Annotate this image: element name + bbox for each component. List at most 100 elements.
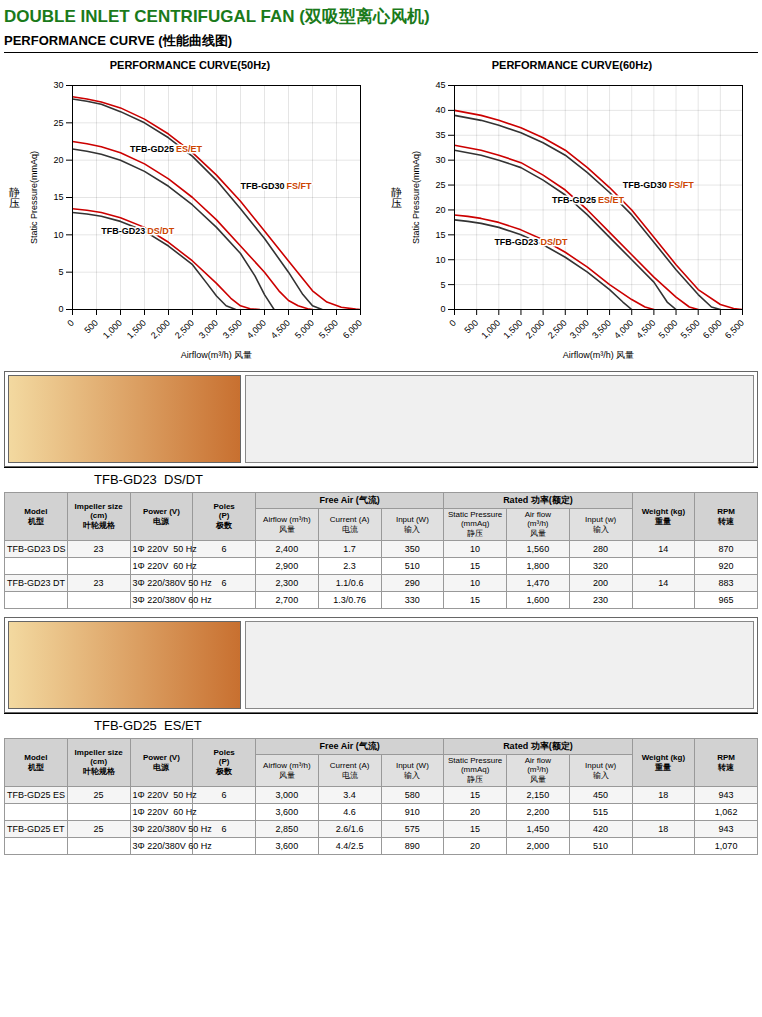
svg-text:FS/FT: FS/FT [287, 181, 312, 191]
svg-text:DS/DT: DS/DT [540, 237, 568, 247]
svg-text:0: 0 [440, 304, 445, 314]
svg-text:TFB-GD23: TFB-GD23 [494, 237, 538, 247]
html-text:Poles (P) 极数: Poles (P) 极数 [213, 748, 235, 776]
svg-text:ES/ET: ES/ET [176, 144, 203, 154]
svg-text:2,500: 2,500 [173, 318, 196, 341]
html-text:Input (W) 输入: Input (W) 输入 [395, 760, 429, 780]
svg-text:1,500: 1,500 [125, 318, 148, 341]
html-text:RPM 转速: RPM 转速 [717, 506, 735, 526]
html-text:Model 机型: Model 机型 [24, 506, 48, 526]
svg-text:1,500: 1,500 [501, 318, 524, 341]
svg-text:DS/DT: DS/DT [147, 226, 175, 236]
html-text:Power (V) 电源: Power (V) 电源 [142, 752, 180, 772]
svg-text:6,000: 6,000 [341, 318, 364, 341]
svg-text:TFB-GD23: TFB-GD23 [101, 226, 145, 236]
html-text:Air flow (m³/h) 风量: Air flow (m³/h) 风量 [524, 756, 551, 784]
html-text:Free Air (气流): Free Air (气流) [319, 495, 380, 505]
html-text:Current (A) 电流: Current (A) 电流 [329, 514, 370, 534]
svg-text:5,000: 5,000 [293, 318, 316, 341]
svg-text:4,000: 4,000 [245, 318, 268, 341]
svg-text:3,000: 3,000 [568, 318, 591, 341]
svg-text:500: 500 [462, 318, 480, 336]
html-text:350: 350 [404, 544, 420, 554]
svg-text:0: 0 [447, 318, 458, 329]
html-text:Airflow (m³/h) 风量: Airflow (m³/h) 风量 [263, 514, 311, 534]
svg-text:TFB-GD30: TFB-GD30 [623, 180, 667, 190]
svg-text:2,000: 2,000 [524, 318, 547, 341]
svg-text:20: 20 [435, 205, 445, 215]
html-text:Poles (P) 极数: Poles (P) 极数 [213, 502, 235, 530]
svg-text:500: 500 [82, 318, 100, 336]
svg-text:10: 10 [435, 255, 445, 265]
html-text:DOUBLE INLET CENTRIFUGAL FAN (: DOUBLE INLET CENTRIFUGAL FAN (双吸型离心风机) [4, 7, 430, 26]
svg-text:1,000: 1,000 [479, 318, 502, 341]
html-text:TFB-GD23 DS: TFB-GD23 DS [7, 544, 66, 554]
svg-text:4,500: 4,500 [269, 318, 292, 341]
svg-text:5,500: 5,500 [317, 318, 340, 341]
svg-text:5,000: 5,000 [656, 318, 679, 341]
svg-text:TFB-GD25: TFB-GD25 [552, 195, 596, 205]
html-text:Impeller size (cm) 叶轮规格: Impeller size (cm) 叶轮规格 [74, 502, 123, 530]
svg-text:Static Pressure(mmAq): Static Pressure(mmAq) [411, 151, 421, 244]
svg-text:TFB-GD25: TFB-GD25 [130, 144, 174, 154]
svg-text:0: 0 [58, 304, 63, 314]
svg-text:静压: 静压 [391, 186, 402, 209]
svg-text:5: 5 [440, 279, 445, 289]
svg-text:45: 45 [435, 80, 445, 90]
html-text:Input (W) 输入: Input (W) 输入 [395, 514, 429, 534]
html-text:Impeller size (cm) 叶轮规格: Impeller size (cm) 叶轮规格 [74, 748, 123, 776]
svg-text:Airflow(m³/h) 风量: Airflow(m³/h) 风量 [181, 350, 253, 360]
html-text:PERFORMANCE CURVE(50Hz): PERFORMANCE CURVE(50Hz) [109, 59, 271, 71]
svg-text:Static Pressure(mmAq): Static Pressure(mmAq) [29, 151, 39, 244]
svg-text:6,500: 6,500 [723, 318, 746, 341]
svg-text:TFB-GD30: TFB-GD30 [241, 181, 285, 191]
svg-text:3,500: 3,500 [590, 318, 613, 341]
svg-text:25: 25 [53, 118, 63, 128]
html-text:Model 机型: Model 机型 [24, 752, 48, 772]
svg-text:1,000: 1,000 [101, 318, 124, 341]
html-text:1Φ 220V 50 Hz: 1Φ 220V 50 Hz [132, 544, 197, 554]
html-text:23: 23 [93, 544, 104, 554]
svg-text:25: 25 [435, 180, 445, 190]
svg-text:4,500: 4,500 [634, 318, 657, 341]
html-text:TFB-GD23 DS/DT: TFB-GD23 DS/DT [94, 472, 204, 487]
html-text:Power (V) 电源: Power (V) 电源 [142, 506, 180, 526]
svg-text:35: 35 [435, 130, 445, 140]
svg-text:5,500: 5,500 [679, 318, 702, 341]
html-text:Weight (kg) 重量: Weight (kg) 重量 [641, 506, 686, 526]
html-text:Static Pressure (mmAq) 静压: Static Pressure (mmAq) 静压 [448, 510, 503, 538]
svg-text:15: 15 [435, 230, 445, 240]
html-text:Air flow (m³/h) 风量: Air flow (m³/h) 风量 [524, 510, 551, 538]
svg-text:20: 20 [53, 155, 63, 165]
svg-text:5: 5 [58, 267, 63, 277]
svg-text:静压: 静压 [9, 186, 20, 209]
html-text:1.7: 1.7 [343, 544, 356, 554]
html-text:PERFORMANCE CURVE (性能曲线图): PERFORMANCE CURVE (性能曲线图) [4, 33, 232, 48]
svg-text:2,000: 2,000 [149, 318, 172, 341]
svg-text:ES/ET: ES/ET [598, 195, 625, 205]
svg-text:FS/FT: FS/FT [669, 180, 694, 190]
svg-text:40: 40 [435, 105, 445, 115]
html-text:Weight (kg) 重量: Weight (kg) 重量 [641, 752, 686, 772]
html-text:2,400: 2,400 [275, 544, 299, 554]
svg-text:2,500: 2,500 [546, 318, 569, 341]
html-text:Input (w) 输入: Input (w) 输入 [585, 514, 617, 534]
html-text:Static Pressure (mmAq) 静压: Static Pressure (mmAq) 静压 [448, 756, 503, 784]
svg-text:4,000: 4,000 [612, 318, 635, 341]
svg-text:Airflow(m³/h) 风量: Airflow(m³/h) 风量 [563, 350, 635, 360]
html-text:Input (w) 输入: Input (w) 输入 [585, 760, 617, 780]
svg-text:15: 15 [53, 192, 63, 202]
svg-text:30: 30 [53, 80, 63, 90]
svg-text:3,000: 3,000 [197, 318, 220, 341]
html-text:Airflow (m³/h) 风量: Airflow (m³/h) 风量 [263, 760, 311, 780]
svg-text:0: 0 [65, 318, 76, 329]
html-text:TFB-GD25 ES/ET: TFB-GD25 ES/ET [94, 718, 202, 733]
html-text:PERFORMANCE CURVE(60Hz): PERFORMANCE CURVE(60Hz) [491, 59, 653, 71]
svg-text:10: 10 [53, 230, 63, 240]
svg-text:3,500: 3,500 [221, 318, 244, 341]
html-text:RPM 转速: RPM 转速 [717, 752, 735, 772]
html-text:Current (A) 电流: Current (A) 电流 [329, 760, 370, 780]
svg-text:30: 30 [435, 155, 445, 165]
html-text:Rated 功率(额定): Rated 功率(额定) [503, 495, 573, 505]
svg-text:6,000: 6,000 [701, 318, 724, 341]
